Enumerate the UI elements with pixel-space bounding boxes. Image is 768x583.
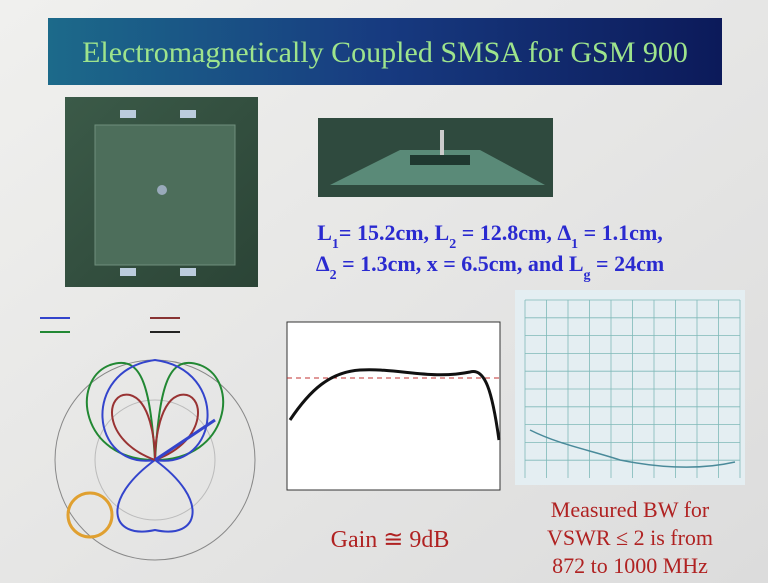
param-text: L bbox=[317, 220, 332, 245]
subscript: 2 bbox=[449, 237, 456, 252]
slide: Electromagnetically Coupled SMSA for GSM… bbox=[0, 0, 768, 583]
antenna-photo-side bbox=[318, 118, 553, 197]
param-text: = 1.1cm, bbox=[578, 220, 663, 245]
gain-plot bbox=[287, 322, 500, 490]
subscript: g bbox=[584, 268, 591, 283]
param-text: = 15.2cm, L bbox=[339, 220, 449, 245]
vswr-screen bbox=[515, 290, 745, 485]
param-text: = 1.3cm, x = 6.5cm, and L bbox=[337, 251, 584, 276]
param-text: = 12.8cm, Δ bbox=[456, 220, 571, 245]
bw-caption: 872 to 1000 MHz bbox=[552, 553, 708, 578]
gain-caption: Gain ≅ 9dB bbox=[331, 527, 450, 553]
param-text: = 24cm bbox=[591, 251, 665, 276]
antenna-photo-top bbox=[65, 97, 258, 287]
bw-caption: Measured BW for bbox=[551, 497, 710, 522]
title: Electromagnetically Coupled SMSA for GSM… bbox=[82, 36, 688, 69]
param-text: Δ bbox=[316, 251, 330, 276]
bw-caption: VSWR ≤ 2 is from bbox=[547, 525, 713, 550]
subscript: 1 bbox=[571, 237, 578, 252]
subscript: 2 bbox=[330, 268, 337, 283]
subscript: 1 bbox=[332, 237, 339, 252]
